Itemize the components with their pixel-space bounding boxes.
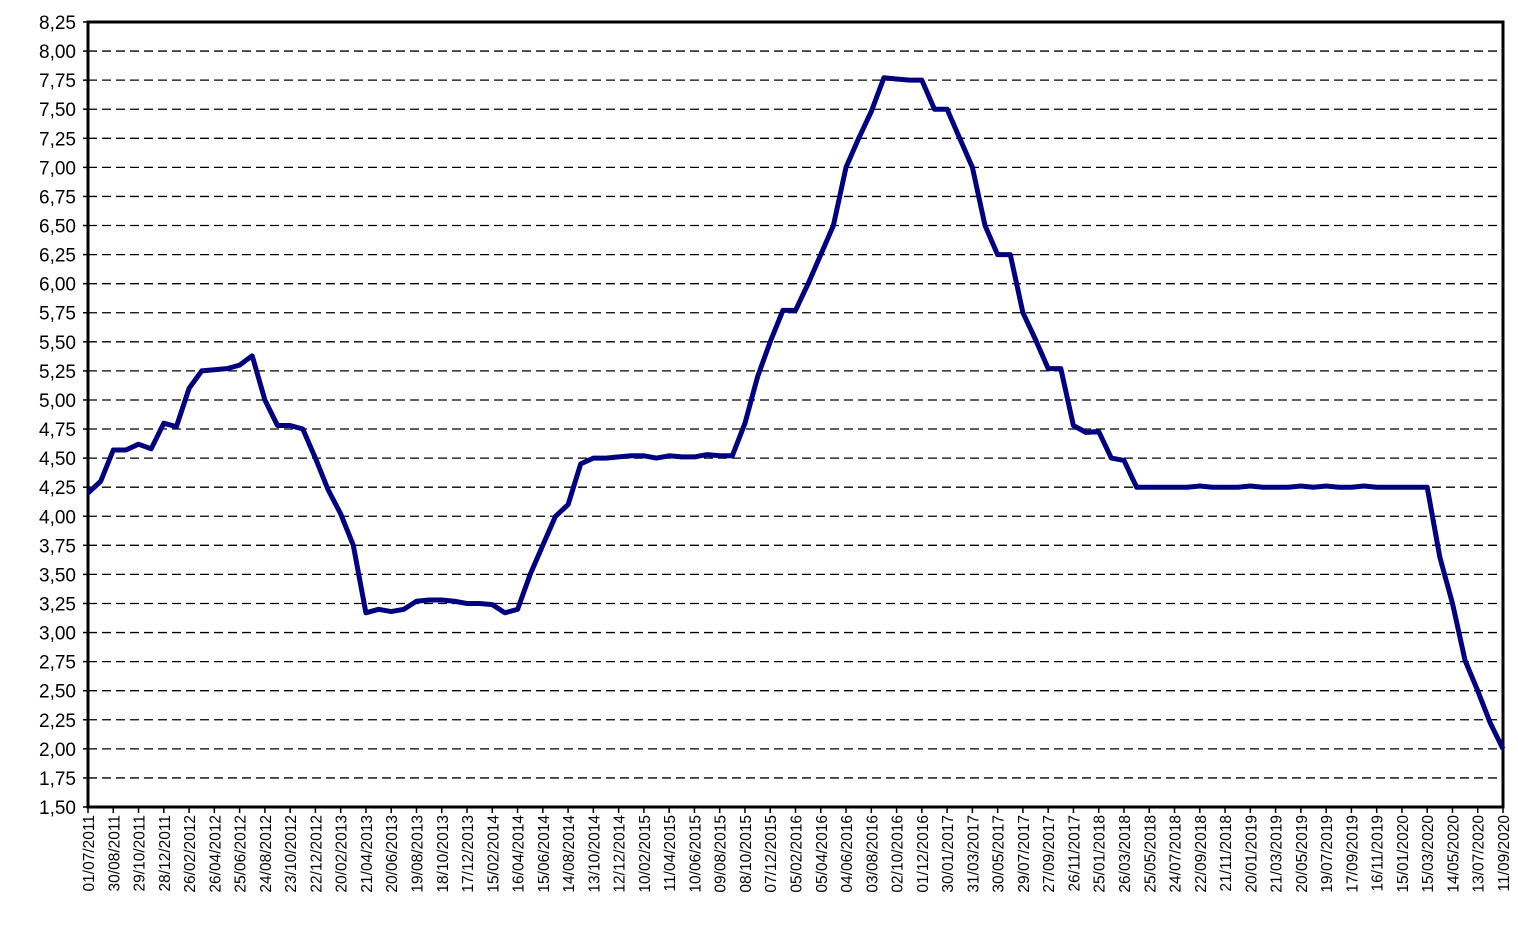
x-tick-label: 17/12/2013 <box>460 815 477 893</box>
x-tick-label: 12/12/2014 <box>612 815 629 893</box>
plot-frame <box>86 20 1505 809</box>
x-tick-label: 08/10/2015 <box>738 815 755 893</box>
x-tick-label: 29/10/2011 <box>132 815 149 891</box>
y-tick-label: 8,00 <box>39 42 76 63</box>
x-tick-label: 05/04/2016 <box>814 815 831 893</box>
x-tick-label: 20/02/2013 <box>334 815 351 893</box>
y-tick-label: 7,25 <box>39 129 76 150</box>
x-tick-label: 04/06/2016 <box>839 815 856 893</box>
x-tick-label: 27/09/2017 <box>1041 815 1058 893</box>
x-tick-label: 18/10/2013 <box>435 815 452 893</box>
y-tick-label: 4,75 <box>39 420 76 441</box>
x-tick-label: 25/01/2018 <box>1092 815 1109 893</box>
x-tick-label: 14/08/2014 <box>561 815 578 893</box>
x-tick-label: 21/03/2019 <box>1269 815 1286 893</box>
x-tick-label: 23/10/2012 <box>283 815 300 893</box>
x-tick-label: 26/04/2012 <box>207 815 224 893</box>
x-tick-label: 28/12/2011 <box>157 815 174 891</box>
y-tick-label: 7,75 <box>39 71 76 92</box>
x-tick-label: 15/02/2014 <box>485 815 502 893</box>
x-tick-label: 25/05/2018 <box>1142 815 1159 893</box>
x-tick-label: 21/11/2018 <box>1218 815 1235 891</box>
x-tick-label: 02/10/2016 <box>890 815 907 893</box>
y-tick-label: 6,50 <box>39 217 76 238</box>
x-tick-label: 05/02/2016 <box>789 815 806 893</box>
x-tick-label: 31/03/2017 <box>965 815 982 893</box>
x-tick-label: 03/08/2016 <box>864 815 881 893</box>
x-tick-label: 11/04/2015 <box>662 815 679 891</box>
x-tick-label: 16/04/2014 <box>511 815 528 893</box>
y-tick-label: 5,75 <box>39 304 76 325</box>
x-tick-label: 25/06/2012 <box>233 815 250 893</box>
y-tick-label: 5,00 <box>39 391 76 412</box>
y-tick-label: 7,00 <box>39 158 76 179</box>
y-tick-label: 1,50 <box>39 798 76 819</box>
y-tick-label: 5,25 <box>39 362 76 383</box>
data-line <box>86 75 1506 751</box>
x-tick-label: 20/06/2013 <box>384 815 401 893</box>
y-tick-label: 2,50 <box>39 682 76 703</box>
y-tick-label: 6,75 <box>39 187 76 208</box>
y-tick-label: 6,00 <box>39 275 76 296</box>
x-tick-label: 01/07/2011 <box>81 815 98 891</box>
y-tick-label: 3,75 <box>39 536 76 557</box>
x-tick-label: 20/01/2019 <box>1243 815 1260 893</box>
y-tick-label: 4,25 <box>39 478 76 499</box>
x-tick-label: 19/08/2013 <box>409 815 426 893</box>
x-tick-label: 15/01/2020 <box>1395 815 1412 893</box>
x-tick-label: 19/07/2019 <box>1319 815 1336 893</box>
x-tick-label: 01/12/2016 <box>915 815 932 893</box>
y-tick-label: 4,50 <box>39 449 76 470</box>
y-tick-label: 3,25 <box>39 594 76 615</box>
x-tick-label: 22/09/2018 <box>1193 815 1210 893</box>
x-tick-label: 26/11/2017 <box>1066 815 1083 891</box>
x-tick-label: 22/12/2012 <box>308 815 325 893</box>
x-tick-label: 30/01/2017 <box>940 815 957 893</box>
x-tick-label: 13/10/2014 <box>586 815 603 893</box>
x-tick-label: 21/04/2013 <box>359 815 376 893</box>
x-tick-label: 24/07/2018 <box>1168 815 1185 893</box>
y-tick-label: 2,25 <box>39 711 76 732</box>
x-tick-label: 10/06/2015 <box>687 815 704 893</box>
x-tick-label: 26/02/2012 <box>182 815 199 893</box>
y-tick-label: 3,50 <box>39 565 76 586</box>
x-tick-label: 30/08/2011 <box>106 815 123 891</box>
x-tick-label: 30/05/2017 <box>991 815 1008 893</box>
x-tick-label: 17/09/2019 <box>1344 815 1361 893</box>
y-tick-label: 4,00 <box>39 507 76 528</box>
x-tick-label: 29/07/2017 <box>1016 815 1033 893</box>
x-tick-label: 10/02/2015 <box>637 815 654 893</box>
y-tick-label: 3,00 <box>39 624 76 645</box>
x-tick-label: 20/05/2019 <box>1294 815 1311 893</box>
x-tick-label: 13/07/2020 <box>1471 815 1488 893</box>
y-tick-label: 2,75 <box>39 653 76 674</box>
x-tick-label: 26/03/2018 <box>1117 815 1134 893</box>
y-tick-label: 1,75 <box>39 769 76 790</box>
y-tick-label: 2,00 <box>39 740 76 761</box>
y-tick-label: 7,50 <box>39 100 76 121</box>
y-tick-label: 8,25 <box>39 13 76 34</box>
x-tick-label: 15/06/2014 <box>536 815 553 893</box>
y-tick-label: 5,50 <box>39 333 76 354</box>
x-tick-label: 16/11/2019 <box>1370 815 1387 891</box>
y-tick-label: 6,25 <box>39 246 76 267</box>
x-tick-label: 09/08/2015 <box>713 815 730 893</box>
x-tick-label: 07/12/2015 <box>763 815 780 893</box>
x-tick-label: 24/08/2012 <box>258 815 275 893</box>
x-tick-label: 14/05/2020 <box>1445 815 1462 893</box>
x-tick-label: 15/03/2020 <box>1420 815 1437 893</box>
x-tick-label: 11/09/2020 <box>1496 815 1513 892</box>
